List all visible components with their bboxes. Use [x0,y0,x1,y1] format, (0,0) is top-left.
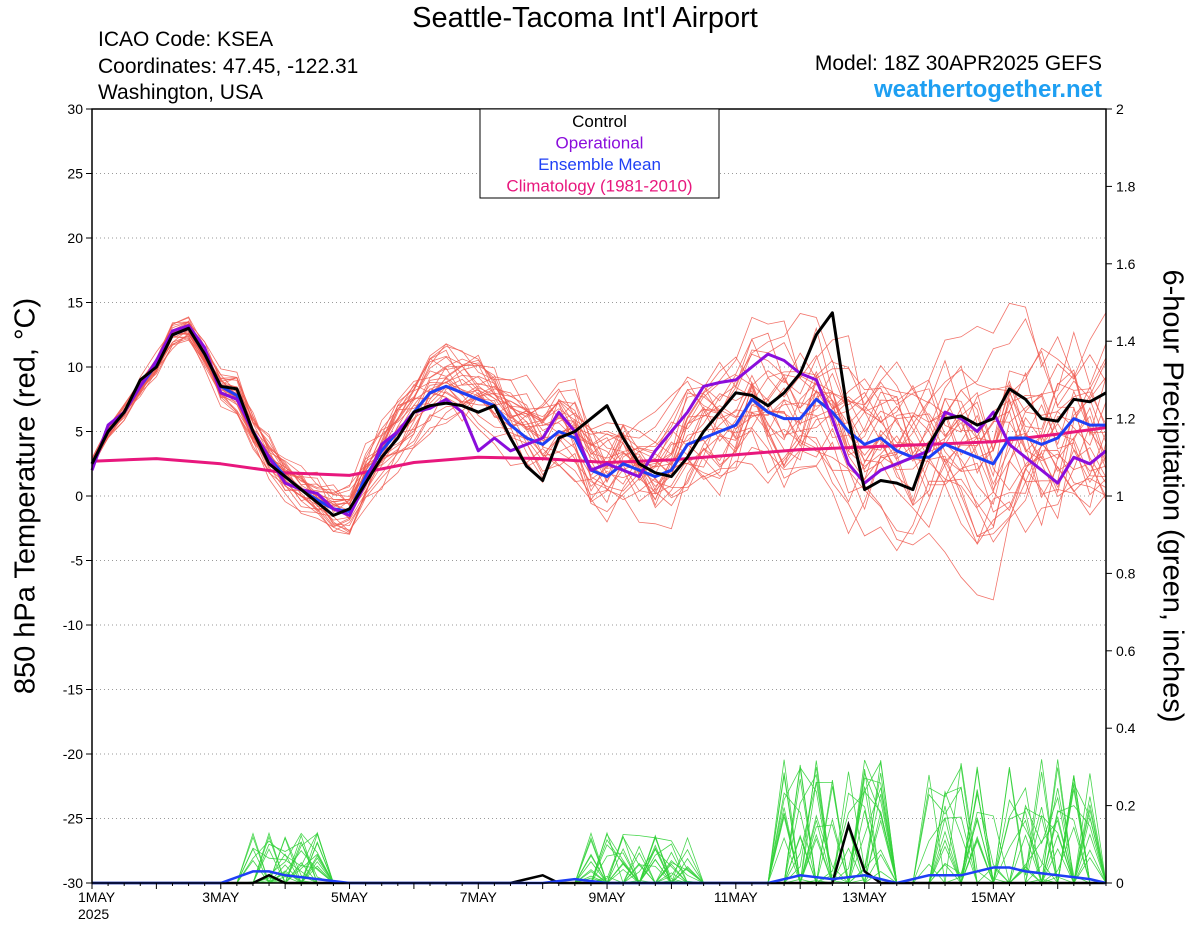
x-tick-label: 13MAY [842,889,888,905]
legend-entry: Control [572,112,627,131]
y2-tick-label: 0 [1116,875,1124,891]
y2-tick-label: 1 [1116,488,1124,504]
coordinates: Coordinates: 47.45, -122.31 [98,55,359,78]
y2-tick-label: 1.2 [1116,411,1136,427]
member-precipitation-line [92,766,1106,885]
y-tick-label: 5 [75,424,83,440]
x-tick-sublabel: 2025 [78,906,109,922]
y-tick-label: -25 [63,811,83,827]
y-tick-label: -5 [71,553,84,569]
grid-lines [92,173,1106,819]
axes: 302520151050-5-10-15-20-25-3021.81.61.41… [63,101,1136,922]
y2-tick-label: 0.2 [1116,798,1136,814]
y-tick-label: -30 [63,875,83,891]
member-precipitation-line [92,779,1107,884]
y-tick-label: 10 [67,359,83,375]
member-temperature-line [91,325,1107,529]
member-temperature-line [91,330,1107,523]
legend-entry: Climatology (1981-2010) [506,177,692,196]
y2-tick-label: 0.6 [1116,643,1136,659]
x-tick-label: 9MAY [589,889,627,905]
x-tick-label: 3MAY [202,889,240,905]
member-temperature-line [91,332,1107,497]
y2-tick-label: 1.4 [1116,333,1136,349]
y-tick-label: -20 [63,746,83,762]
site-link[interactable]: weathertogether.net [873,76,1102,103]
y2-tick-label: 1.8 [1116,178,1136,194]
icao-code: ICAO Code: KSEA [98,28,274,51]
member-precipitation-line [92,766,1106,884]
y-tick-label: 0 [75,488,83,504]
x-tick-label: 5MAY [331,889,369,905]
member-precipitation-line [92,765,1106,884]
legend-entry: Operational [556,134,644,153]
legend: Control Operational Ensemble Mean Climatolo… [479,108,720,199]
legend-box [479,108,720,199]
member-precipitation-line [92,767,1107,884]
y-tick-label: 15 [67,295,83,311]
region: Washington, USA [98,81,263,104]
y-tick-label: 30 [67,101,83,117]
member-precipitation-line [92,764,1106,884]
member-temperature-line [91,332,1107,601]
y2-tick-label: 1.6 [1116,256,1136,272]
x-tick-label: 11MAY [714,889,758,905]
x-tick-label: 15MAY [971,889,1017,905]
y2-tick-label: 0.8 [1116,565,1136,581]
model-run: Model: 18Z 30APR2025 GEFS [814,52,1102,75]
y-tick-label: 20 [67,230,83,246]
y-tick-label: 25 [67,166,83,182]
x-tick-label: 7MAY [460,889,498,905]
x-tick-label: 1MAY [78,889,116,905]
ensemble-members-precipitation [92,759,1107,885]
chart-title: Seattle-Tacoma Int'l Airport [412,2,758,34]
member-temperature-line [91,302,1107,507]
ensemble-members-temperature [91,302,1107,601]
member-temperature-line [91,317,1107,537]
legend-entry: Ensemble Mean [538,155,661,174]
temp-line-control [90,311,1107,517]
y-tick-label: -10 [63,617,83,633]
y-tick-label: -15 [63,682,83,698]
y2-tick-label: 0.4 [1116,720,1136,736]
member-precipitation-line [92,798,1107,884]
y2-tick-label: 2 [1116,101,1124,117]
